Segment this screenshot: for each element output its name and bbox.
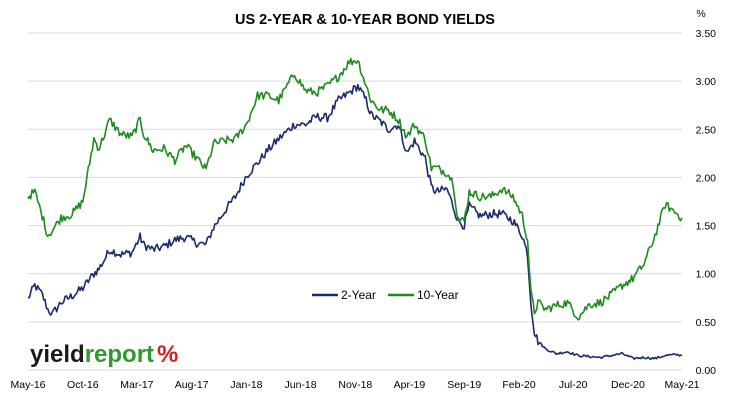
series-line-2-year bbox=[27, 83, 683, 361]
x-tick-label: May-21 bbox=[664, 379, 699, 391]
y-tick-label: 2.00 bbox=[696, 172, 717, 184]
x-tick-label: May-16 bbox=[10, 379, 45, 391]
y-tick-label: 0.50 bbox=[696, 317, 717, 329]
yieldreport-logo: yieldreport% bbox=[30, 341, 178, 368]
x-tick-label: Dec-20 bbox=[611, 379, 645, 391]
x-tick-label: Jan-18 bbox=[230, 379, 262, 391]
x-tick-label: Nov-18 bbox=[338, 379, 372, 391]
x-tick-label: Mar-17 bbox=[120, 379, 153, 391]
logo-text: yieldreport% bbox=[30, 341, 178, 368]
logo-percent-sign: % bbox=[157, 341, 178, 368]
series-lines bbox=[27, 57, 683, 361]
x-tick-label: Jul-20 bbox=[559, 379, 588, 391]
x-tick-label: Feb-20 bbox=[502, 379, 535, 391]
legend-label-10-year: 10-Year bbox=[417, 288, 459, 302]
logo-word-report: report bbox=[85, 341, 154, 368]
x-tick-label: Aug-17 bbox=[175, 379, 209, 391]
series-line-10-year bbox=[27, 57, 683, 321]
x-tick-label: Jun-18 bbox=[285, 379, 317, 391]
y-tick-label: 0.00 bbox=[696, 365, 717, 377]
x-tick-label: Apr-19 bbox=[394, 379, 426, 391]
y-axis-ticks: 0.00 0.50 1.00 1.50 2.00 2.50 3.00 3.50 bbox=[696, 28, 717, 377]
chart-title: US 2-YEAR & 10-YEAR BOND YIELDS bbox=[235, 12, 495, 28]
y-axis-unit: % bbox=[696, 8, 705, 20]
x-tick-label: Oct-16 bbox=[67, 379, 99, 391]
legend-label-2-year: 2-Year bbox=[341, 288, 376, 302]
x-axis-ticks: May-16 Oct-16 Mar-17 Aug-17 Jan-18 Jun-18 Nov-… bbox=[10, 379, 699, 391]
y-tick-label: 3.00 bbox=[696, 76, 717, 88]
x-tick-label: Sep-19 bbox=[447, 379, 481, 391]
gridlines bbox=[28, 32, 682, 371]
legend: 2-Year 10-Year bbox=[312, 288, 459, 302]
logo-word-yield: yield bbox=[30, 341, 85, 368]
y-tick-label: 1.00 bbox=[696, 269, 717, 281]
y-tick-label: 3.50 bbox=[696, 28, 717, 40]
y-tick-label: 2.50 bbox=[696, 124, 717, 136]
y-tick-label: 1.50 bbox=[696, 221, 717, 233]
